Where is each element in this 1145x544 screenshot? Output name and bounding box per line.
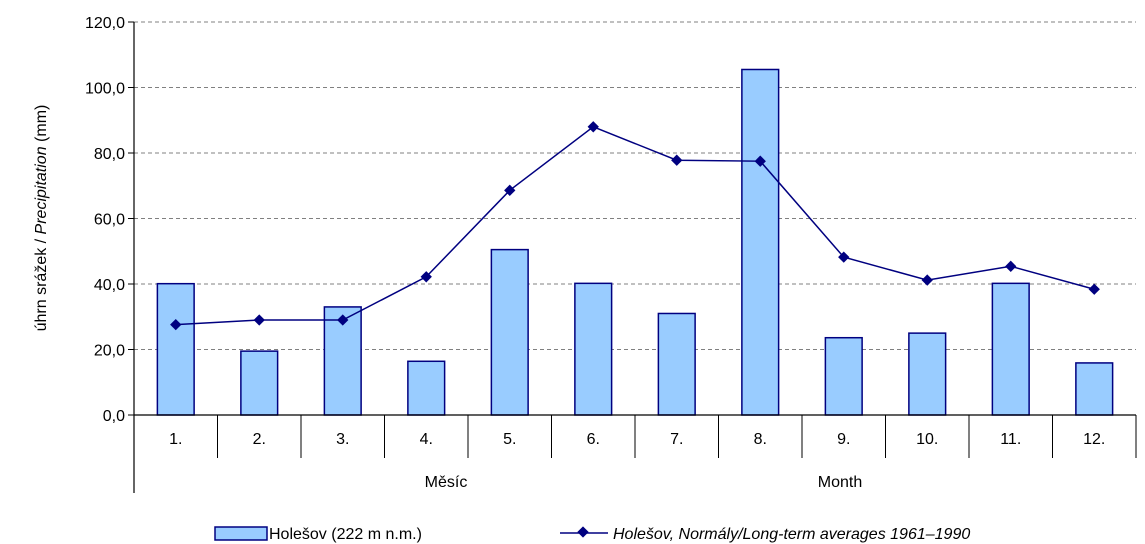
y-tick-label: 0,0: [103, 408, 125, 425]
bar-series: [156, 68, 1114, 416]
line-marker: [253, 314, 265, 326]
x-tick-label: 11.: [1000, 431, 1021, 448]
line-marker: [921, 274, 933, 286]
x-tick-labels: 1. 2. 3. 4. 5. 6. 7. 8. 9. 10. 11. 12.: [169, 431, 1105, 448]
bar: [908, 332, 947, 416]
x-tick-label: 4.: [420, 431, 433, 448]
legend: Holešov (222 m n.m.) Holešov, Normály/Lo…: [214, 526, 970, 543]
y-tick-label: 40,0: [94, 277, 125, 294]
x-tick-label: 5.: [503, 431, 516, 448]
bar: [240, 350, 279, 416]
bar: [574, 282, 613, 416]
line-marker: [587, 121, 599, 133]
line-marker: [1088, 283, 1100, 295]
y-axis-title: úhrn srážek / Precipitation (mm): [33, 105, 50, 332]
x-tick-label: 3.: [336, 431, 349, 448]
y-tick-label: 20,0: [94, 343, 125, 360]
x-tick-label: 8.: [754, 431, 767, 448]
line-marker: [504, 184, 516, 196]
y-tick-labels: 0,0 20,0 40,0 60,0 80,0 100,0 120,0: [85, 15, 125, 425]
grid-lines: [134, 21, 1136, 350]
bar: [657, 312, 696, 416]
x-axis-title-en: Month: [818, 474, 862, 491]
legend-swatch-bar: [214, 526, 268, 541]
series-line: [175, 125, 1095, 326]
y-tick-label: 100,0: [85, 81, 125, 98]
line-series: [170, 121, 1100, 331]
legend-label-line: Holešov, Normály/Long-term averages 1961…: [613, 526, 970, 543]
x-axis-title-cz: Měsíc: [425, 474, 468, 491]
bar: [156, 282, 195, 416]
y-tick-label: 120,0: [85, 15, 125, 32]
x-tick-label: 10.: [916, 431, 938, 448]
bar: [1075, 362, 1114, 416]
bar: [824, 336, 863, 416]
line-marker: [337, 314, 349, 326]
axes: [128, 21, 1137, 493]
bar: [741, 68, 780, 416]
x-tick-label: 7.: [670, 431, 683, 448]
y-tick-label: 80,0: [94, 146, 125, 163]
line-marker: [1005, 260, 1017, 272]
x-tick-label: 2.: [253, 431, 266, 448]
x-tick-label: 12.: [1083, 431, 1105, 448]
line-marker: [420, 271, 432, 283]
x-tick-label: 1.: [169, 431, 182, 448]
bar: [407, 360, 446, 416]
y-tick-label: 60,0: [94, 212, 125, 229]
line-marker: [671, 154, 683, 166]
y-axis-title-plain: úhrn srážek /: [33, 234, 50, 331]
legend-swatch-marker: [577, 526, 589, 538]
x-tick-label: 9.: [837, 431, 850, 448]
x-tick-label: 6.: [587, 431, 600, 448]
line-marker: [170, 318, 182, 331]
line-marker: [754, 155, 766, 167]
y-axis-title-unit: (mm): [33, 105, 50, 147]
y-axis-title-italic: Precipitation: [33, 146, 50, 234]
bar: [991, 282, 1030, 416]
legend-label-bar: Holešov (222 m n.m.): [269, 526, 422, 543]
bar: [490, 248, 529, 416]
